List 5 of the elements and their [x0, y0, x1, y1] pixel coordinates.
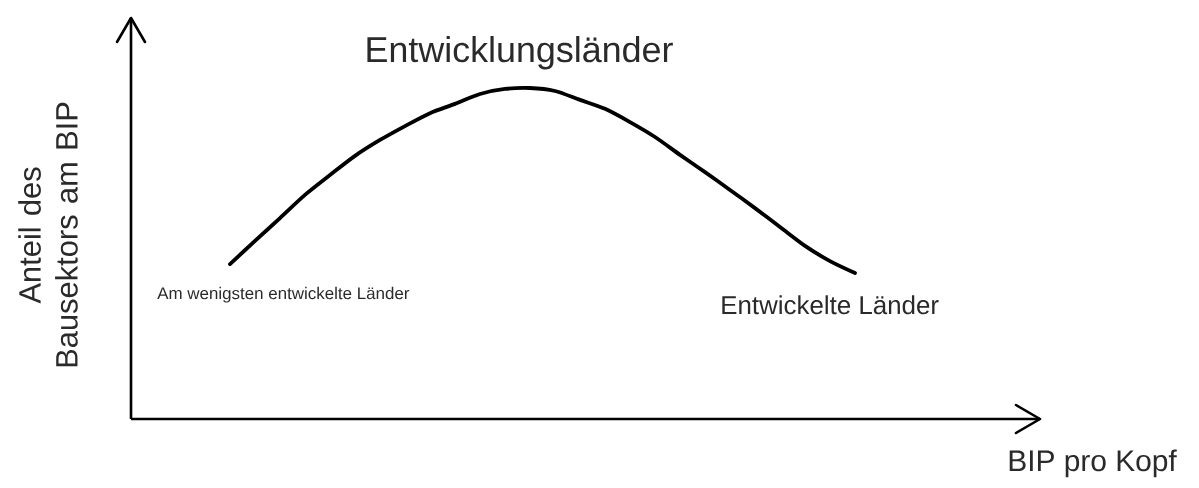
annotation: Entwickelte Länder [722, 295, 939, 315]
annotation: Am wenigsten entwickelte Länder [157, 286, 410, 303]
text: Entwicklungsländer [367, 36, 673, 70]
y-axis-title: Anteil des Bausektors am BIP [18, 102, 78, 367]
x-axis-title: BIP pro Kopf [1009, 449, 1177, 478]
